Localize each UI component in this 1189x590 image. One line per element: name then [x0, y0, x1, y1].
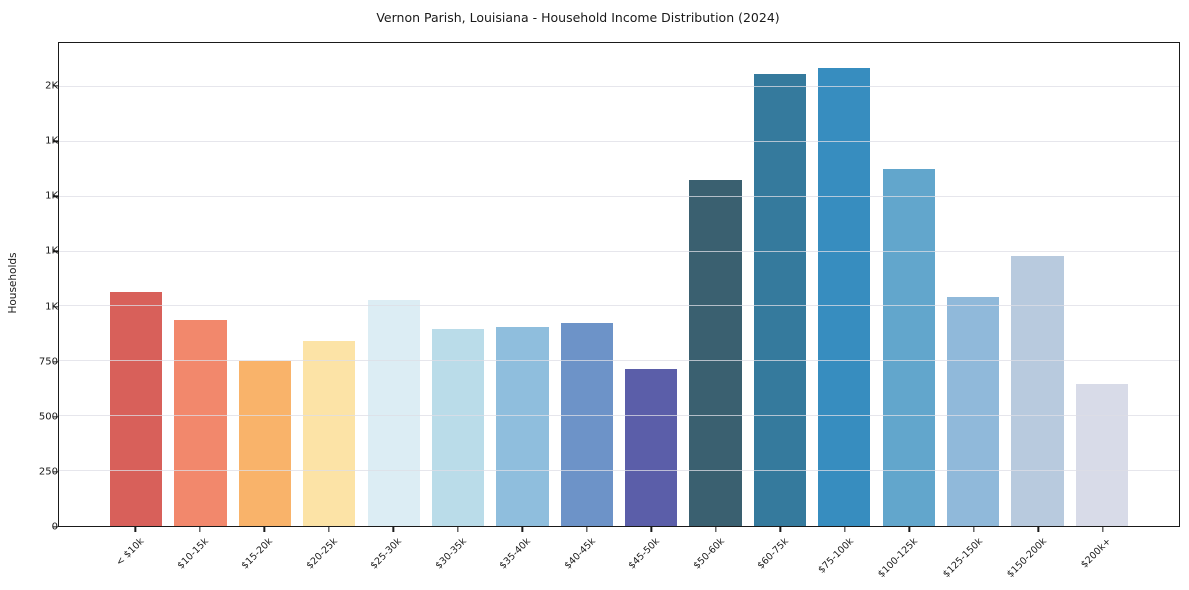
bar-$100-125k [882, 169, 935, 526]
bar-slot [683, 43, 747, 526]
x-tick-label-text: $125-150k [940, 536, 985, 581]
x-tick-label-text: $45-50k [626, 536, 663, 572]
bar-$35-40k [496, 326, 549, 526]
x-tick-mark [328, 527, 330, 532]
bar-slot [233, 43, 297, 526]
x-tick-label-text: $10-15k [175, 536, 211, 572]
bar-slot [877, 43, 941, 526]
bar-$75-100k [818, 68, 871, 526]
plot-area [58, 42, 1180, 527]
bar-slot [104, 43, 168, 526]
x-tick-label-text: $60-75k [755, 536, 792, 572]
x-tick-mark [392, 527, 394, 532]
x-tick-label-text: $15-20k [239, 536, 276, 572]
x-tick-mark [715, 527, 717, 532]
y-tick-label: 750 [38, 356, 58, 368]
x-tick-label-text: $75-100k [815, 536, 856, 576]
x-tick-mark [650, 527, 652, 532]
y-tick-label: 250 [38, 466, 58, 478]
y-tick-label: 500 [38, 411, 58, 423]
chart-title: Vernon Parish, Louisiana - Household Inc… [376, 10, 780, 25]
bar-slot [426, 43, 490, 526]
x-tick-label-text: < $10k [113, 536, 147, 569]
y-tick-mark [53, 250, 58, 253]
x-tick-mark [199, 527, 201, 532]
y-tick-label: 1K [45, 190, 58, 202]
bar-$30-35k [431, 329, 485, 526]
bar-$10-15k [174, 320, 227, 526]
x-tick-label-text: $50-60k [691, 536, 727, 572]
bar-$15-20k [238, 361, 291, 526]
y-tick-label: 1K [45, 301, 58, 313]
x-tick-mark [586, 527, 588, 532]
y-tick-mark [53, 471, 58, 473]
bar-slot [297, 43, 361, 526]
x-tick-label-text: $40-45k [562, 536, 598, 572]
bar-$150-200k [1011, 255, 1064, 526]
x-tick-label-text: $20-25k [304, 536, 340, 572]
x-tick-label-text: $200k+ [1079, 536, 1114, 571]
bar-slot [490, 43, 554, 526]
x-tick-mark [779, 527, 781, 532]
bar-$40-45k [560, 323, 613, 526]
y-tick-label: 0 [51, 521, 58, 533]
y-tick-label: 2K [45, 80, 58, 92]
bar-slot [555, 43, 619, 526]
x-tick-mark [263, 527, 265, 532]
x-tick-mark [134, 527, 136, 532]
x-tick-mark [1037, 527, 1039, 532]
y-tick-mark [53, 305, 58, 308]
bar-$45-50k [625, 368, 678, 526]
bar-slot [748, 43, 812, 526]
bar-slot [812, 43, 876, 526]
x-tick-label-text: $25-30k [368, 536, 405, 572]
bar-$20-25k [303, 340, 356, 526]
y-tick-mark [53, 416, 58, 418]
x-tick-label-text: $100-125k [876, 536, 921, 581]
x-tick-mark [973, 527, 975, 532]
bar-$200k+ [1075, 384, 1128, 526]
y-tick-mark [53, 140, 58, 142]
bar-slot [1070, 43, 1134, 526]
bar-slot [362, 43, 426, 526]
x-tick-mark [457, 527, 459, 532]
bar-< $10k [110, 291, 163, 526]
bar-slot [619, 43, 683, 526]
x-tick-mark [844, 527, 846, 532]
y-tick-label: 1K [45, 245, 58, 257]
y-tick-mark [53, 526, 58, 528]
bar-$50-60k [689, 180, 742, 526]
bar-slot [1005, 43, 1069, 526]
x-tick-mark [908, 527, 910, 532]
y-tick-label: 1K [45, 135, 58, 147]
bars-layer [59, 43, 1179, 526]
bar-slot [168, 43, 232, 526]
bar-$60-75k [753, 73, 806, 526]
x-tick-mark [521, 527, 523, 532]
y-tick-mark [53, 85, 58, 87]
y-tick-mark [53, 195, 58, 197]
bar-slot [941, 43, 1005, 526]
x-tick-label-text: $150-200k [1005, 536, 1050, 581]
y-tick-mark [53, 361, 58, 363]
x-tick-label-text: $35-40k [497, 536, 534, 572]
bar-$125-150k [946, 296, 1000, 526]
x-tick-label-text: $30-35k [433, 536, 469, 572]
x-tick-mark [1102, 527, 1104, 532]
bar-$25-30k [367, 300, 420, 526]
